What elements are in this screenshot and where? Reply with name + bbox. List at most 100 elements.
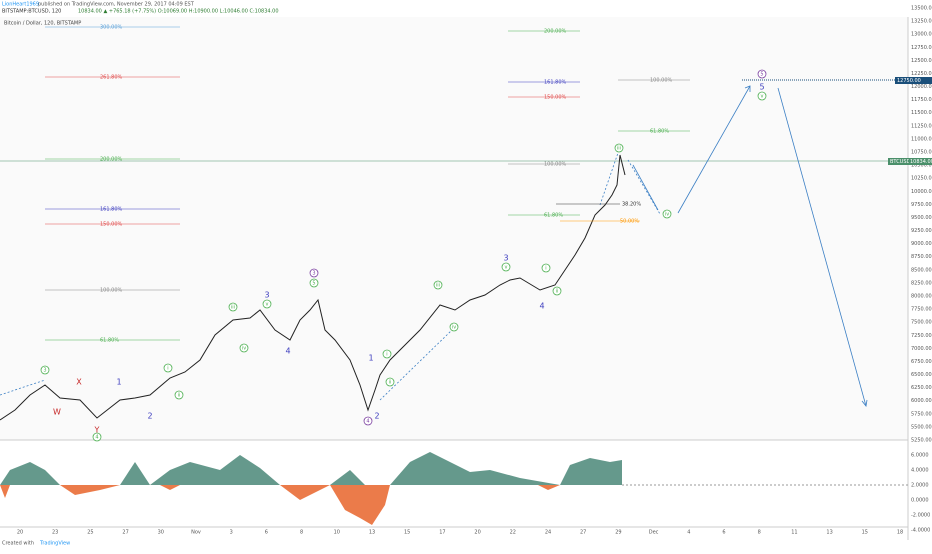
price-tick-label: 8500.00: [911, 267, 932, 273]
date-tick-label: 6: [265, 530, 268, 536]
price-tick-label: 13250.00: [911, 19, 932, 25]
wave-label: iii: [231, 305, 235, 311]
price-tick-label: 9500.00: [911, 215, 932, 221]
wave-label: ii: [556, 289, 559, 295]
wave-label: 3: [503, 254, 508, 263]
price-tick-label: 11750.00: [911, 97, 932, 103]
price-tick-label: 10250.00: [911, 176, 932, 182]
date-tick-label: 8: [758, 530, 761, 536]
price-tick-label: 7000.00: [911, 346, 932, 352]
wave-label: iii: [436, 283, 440, 289]
date-tick-label: 18: [897, 530, 903, 536]
date-tick-label: 10: [334, 530, 340, 536]
wave-label: i: [386, 352, 387, 358]
date-tick-label: 20: [474, 530, 480, 536]
date-tick-label: 13: [369, 530, 375, 536]
price-tick-label: 9000.00: [911, 241, 932, 247]
wave-label: i: [167, 366, 168, 372]
fib-label: 161.80%: [544, 80, 566, 86]
price-tick-label: 5500.00: [911, 424, 932, 430]
wave-label: iv: [242, 346, 246, 352]
oscillator-tick-label: -4.0000: [911, 528, 930, 534]
date-tick-label: 13: [826, 530, 832, 536]
date-tick-label: 30: [158, 530, 164, 536]
date-tick-label: 15: [404, 530, 410, 536]
wave-circle: [92, 432, 102, 442]
wave-circle: [501, 262, 511, 272]
symbol-tag: BTCUSD: [890, 159, 911, 165]
wave-label: W: [53, 408, 61, 417]
wave-label: 2: [374, 412, 379, 421]
wave-label: i: [545, 266, 546, 272]
price-tick-label: 6500.00: [911, 372, 932, 378]
fib-label: 100.00%: [544, 162, 566, 168]
wave-circle: [309, 278, 319, 288]
wave-circle: [228, 302, 238, 312]
price-tick-label: 12250.00: [911, 71, 932, 77]
date-tick-label: 29: [615, 530, 621, 536]
wave-label: 1: [368, 354, 373, 363]
price-tick-label: 6000.00: [911, 398, 932, 404]
oscillator-tick-label: -2.0000: [911, 513, 930, 519]
fib-label: 61.80%: [650, 129, 669, 135]
date-tick-label: 3: [230, 530, 233, 536]
date-tick-label: 11: [791, 530, 797, 536]
wave-label: X: [76, 378, 82, 387]
fib-label: 261.80%: [100, 75, 122, 81]
footer-brand[interactable]: TradingView: [39, 541, 70, 547]
wave-label: 4: [539, 302, 544, 311]
price-path: [0, 154, 626, 421]
price-tick-label: 13500.00: [911, 6, 932, 12]
wave-label: 3: [43, 368, 46, 374]
price-tick-label: 11250.00: [911, 123, 932, 129]
wave-circle: [662, 209, 672, 219]
wave-label: v: [761, 94, 764, 100]
wave-circle: [40, 365, 50, 375]
symbol: BITSTAMP:BTCUSD, 120: [2, 9, 61, 15]
date-tick-label: 24: [545, 530, 551, 536]
price-tick-label: 6750.00: [911, 359, 932, 365]
fib-label: 300.00%: [100, 25, 122, 31]
wave-label: iv: [452, 325, 456, 331]
wave-label: v: [505, 265, 508, 271]
wave-circle: [309, 268, 319, 278]
wave-circle: [163, 363, 173, 373]
date-tick-label: 17: [439, 530, 445, 536]
wave-label: iii: [617, 146, 621, 152]
price-tick-label: 8000.00: [911, 294, 932, 300]
date-tick-label: 27: [122, 530, 128, 536]
oscillator-tick-label: 4.0000: [911, 468, 929, 474]
wave-circle: [757, 69, 767, 79]
price-tick-label: 5250.00: [911, 438, 932, 444]
price-tick-label: 9250.00: [911, 228, 932, 234]
price-tick-label: 12500.00: [911, 58, 932, 64]
price-pane: [0, 17, 908, 440]
wave-circle: [382, 349, 392, 359]
date-tick-label: 27: [580, 530, 586, 536]
date-tick-label: 25: [87, 530, 93, 536]
oscillator-positive: [0, 452, 622, 485]
target-tag-bg: [895, 77, 932, 84]
wave-label: 1: [116, 378, 121, 387]
wave-label: iv: [665, 212, 669, 218]
wave-label: Y: [94, 426, 100, 435]
wave-label: 3: [264, 291, 269, 300]
fib-label: 161.80%: [100, 207, 122, 213]
date-tick-label: 20: [17, 530, 23, 536]
fib-label: 61.80%: [544, 213, 563, 219]
author[interactable]: LionHeart1969: [2, 2, 39, 8]
wave-label: 4: [366, 419, 369, 425]
date-tick-label: 15: [862, 530, 868, 536]
wave-label: 5: [759, 83, 764, 92]
wave-circle: [541, 263, 551, 273]
price-tick-label: 7250.00: [911, 333, 932, 339]
wave-circle: [385, 377, 395, 387]
projection-arrows: [0, 85, 868, 407]
price-tick-label: 6250.00: [911, 385, 932, 391]
wave-label: ii: [389, 380, 392, 386]
wave-circle: [174, 390, 184, 400]
wave-label: 4: [285, 347, 290, 356]
date-tick-label: 4: [687, 530, 690, 536]
date-tick-label: 22: [510, 530, 516, 536]
